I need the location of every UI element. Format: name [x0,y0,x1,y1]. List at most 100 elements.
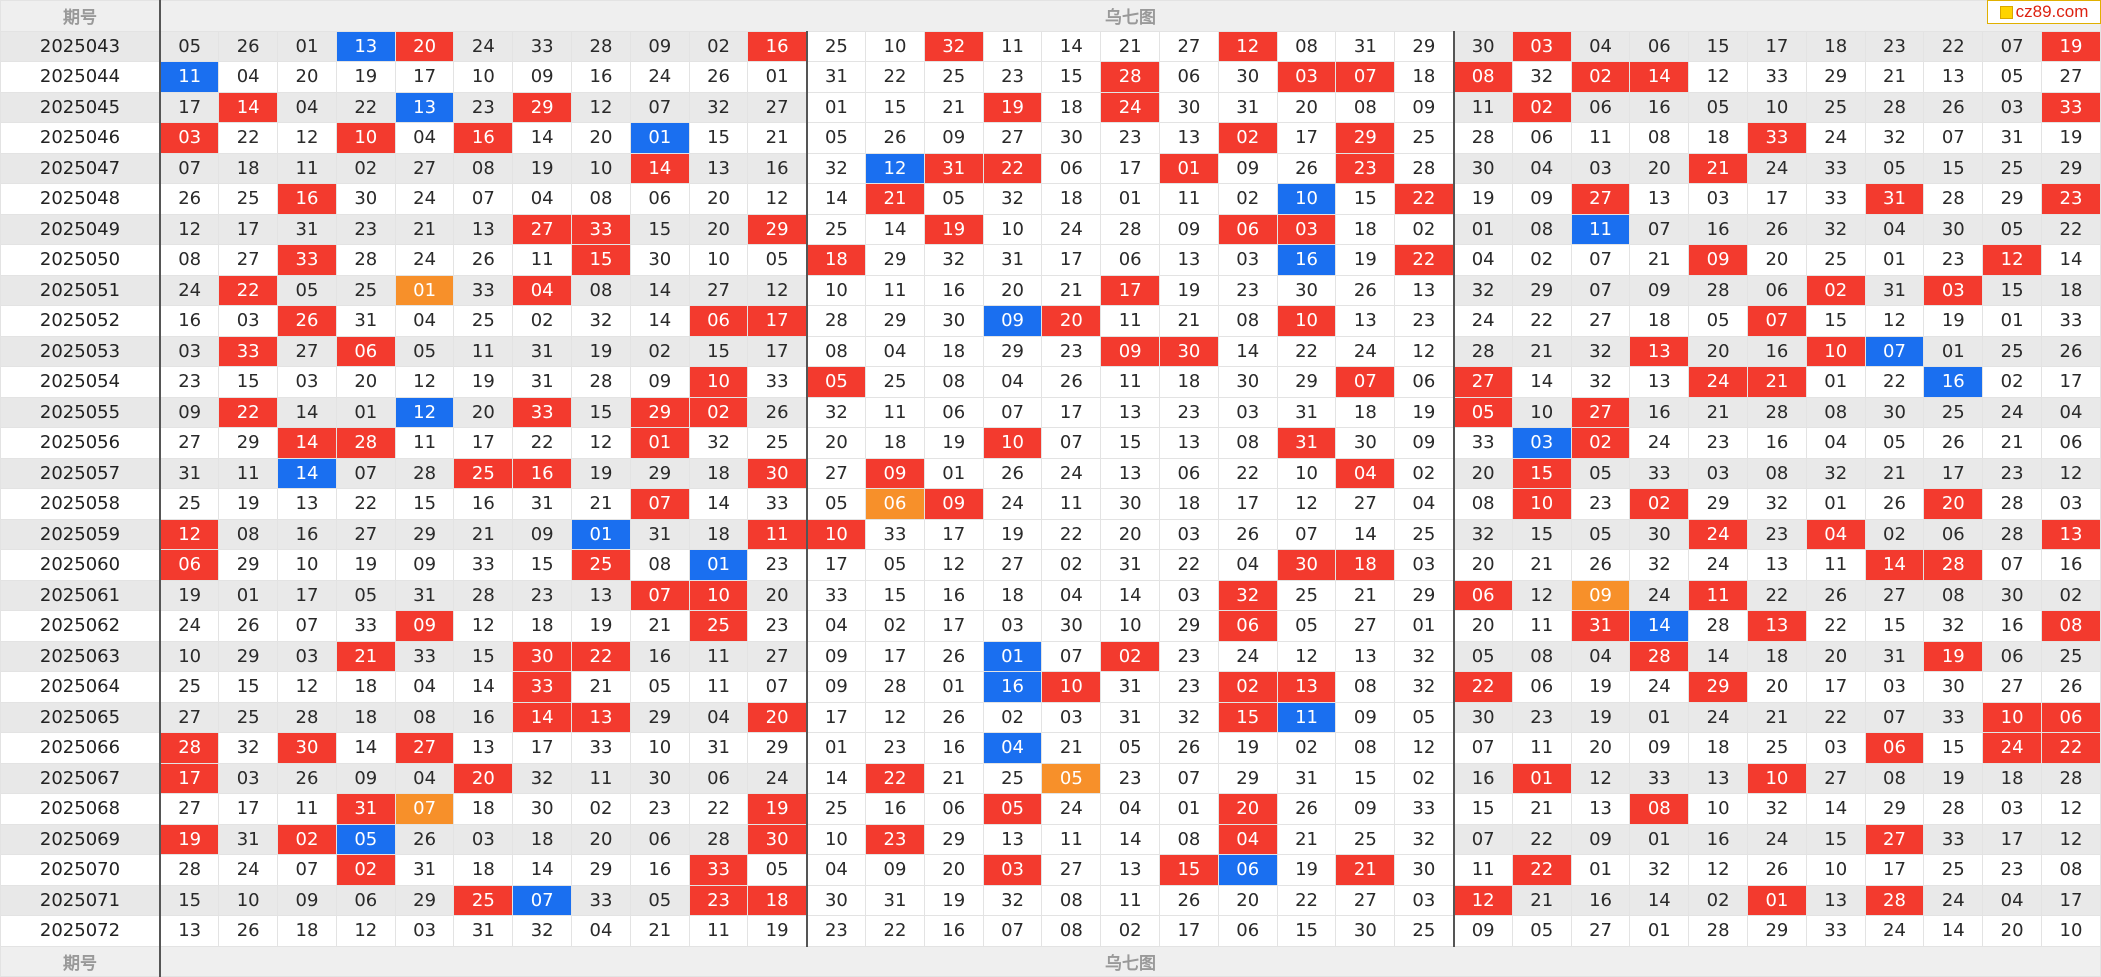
number-cell: 09 [1629,274,1690,306]
highlighted-number-cell: 05 [805,366,867,398]
number-cell: 15 [1511,518,1572,550]
number-cell: 19 [453,366,514,398]
number-cell: 22 [2041,213,2101,245]
number-cell: 31 [1100,549,1161,581]
number-cell: 30 [1864,396,1925,428]
number-cell: 11 [1452,854,1513,886]
table-row: 2025055 09 22 14 01 12 20 33 15 29 02 26 32 11 06 07 17 1… [0,396,2101,428]
number-cell: 33 [747,488,808,520]
number-cell: 02 [1100,915,1161,947]
number-cell: 18 [982,579,1043,611]
highlighted-number-cell: 14 [218,91,279,123]
highlighted-number-cell: 14 [277,457,337,489]
number-cell: 33 [335,610,396,642]
number-cell: 02 [1041,549,1102,581]
table-row: 2025049 12 17 31 23 21 13 27 33 15 20 29 25 14 19 10 24 2… [0,213,2101,245]
number-cell: 19 [1276,854,1337,886]
highlighted-number-cell: 31 [335,793,396,825]
number-cell: 06 [1159,61,1219,93]
number-cell: 24 [1747,823,1807,855]
number-cell: 31 [335,305,396,337]
cz89-logo[interactable]: cz89.com [1987,0,2101,24]
highlighted-number-cell: 20 [453,762,514,794]
highlighted-number-cell: 17 [1100,274,1161,306]
number-cell: 31 [805,61,867,93]
number-cell: 12 [277,671,337,703]
number-cell: 18 [335,701,396,733]
number-cell: 01 [1159,793,1219,825]
number-cell: 11 [1100,884,1161,916]
number-cell: 19 [747,915,808,947]
number-cell: 01 [1923,335,1984,367]
number-cell: 01 [1100,183,1161,215]
highlighted-number-cell: 02 [688,396,749,428]
number-cell: 04 [982,366,1043,398]
number-cell: 13 [1629,366,1690,398]
period-cell: 2025059 [0,518,161,550]
number-cell: 04 [1217,549,1278,581]
number-cell: 27 [1805,762,1866,794]
number-cell: 32 [1394,671,1455,703]
number-cell: 07 [1041,640,1102,672]
number-cell: 28 [571,30,631,62]
period-cell: 2025065 [0,701,161,733]
number-cell: 16 [277,518,337,550]
number-cell: 16 [1688,213,1749,245]
number-cell: 02 [1864,518,1925,550]
highlighted-number-cell: 22 [982,152,1043,184]
number-cell: 21 [1276,823,1337,855]
highlighted-number-cell: 29 [512,91,573,123]
highlighted-number-cell: 22 [1511,854,1572,886]
number-cell: 27 [277,335,337,367]
highlighted-number-cell: 18 [747,884,808,916]
number-cell: 19 [159,579,220,611]
number-cell: 33 [1923,701,1984,733]
number-cell: 10 [453,61,514,93]
number-cell: 27 [1335,488,1396,520]
number-cell: 09 [1217,152,1278,184]
number-cell: 03 [277,640,337,672]
number-cell: 01 [805,732,867,764]
number-cell: 13 [159,915,220,947]
number-cell: 16 [1747,427,1807,459]
period-cell: 2025060 [0,549,161,581]
number-cell: 13 [1688,762,1749,794]
highlighted-number-cell: 22 [1452,671,1513,703]
number-cell: 20 [1100,518,1161,550]
number-cell: 06 [1629,30,1690,62]
number-cell: 11 [512,244,573,276]
number-cell: 14 [1923,915,1984,947]
number-cell: 27 [747,91,808,123]
number-cell: 16 [923,274,984,306]
period-cell: 2025053 [0,335,161,367]
number-cell: 04 [1570,30,1631,62]
number-cell: 20 [1217,884,1278,916]
number-cell: 16 [1570,884,1631,916]
highlighted-number-cell: 09 [1570,579,1631,611]
number-cell: 29 [218,427,279,459]
number-cell: 32 [982,183,1043,215]
number-cell: 30 [1217,366,1278,398]
highlighted-number-cell: 16 [982,671,1043,703]
period-cell: 2025050 [0,244,161,276]
highlighted-number-cell: 24 [1982,732,2042,764]
highlighted-number-cell: 04 [1805,518,1866,550]
logo-text: cz89.com [2015,2,2089,21]
number-cell: 03 [1217,244,1278,276]
number-cell: 18 [1041,91,1102,123]
highlighted-number-cell: 31 [1276,427,1337,459]
highlighted-number-cell: 07 [1864,335,1925,367]
number-cell: 15 [1335,183,1396,215]
highlighted-number-cell: 28 [1923,549,1984,581]
number-cell: 08 [1511,213,1572,245]
number-cell: 23 [747,549,808,581]
number-cell: 26 [2041,671,2101,703]
number-cell: 13 [1747,549,1807,581]
highlighted-number-cell: 05 [1041,762,1102,794]
number-cell: 02 [1217,183,1278,215]
number-cell: 17 [923,610,984,642]
number-cell: 29 [982,335,1043,367]
highlighted-number-cell: 02 [277,823,337,855]
highlighted-number-cell: 10 [1805,335,1866,367]
number-cell: 15 [1805,305,1866,337]
